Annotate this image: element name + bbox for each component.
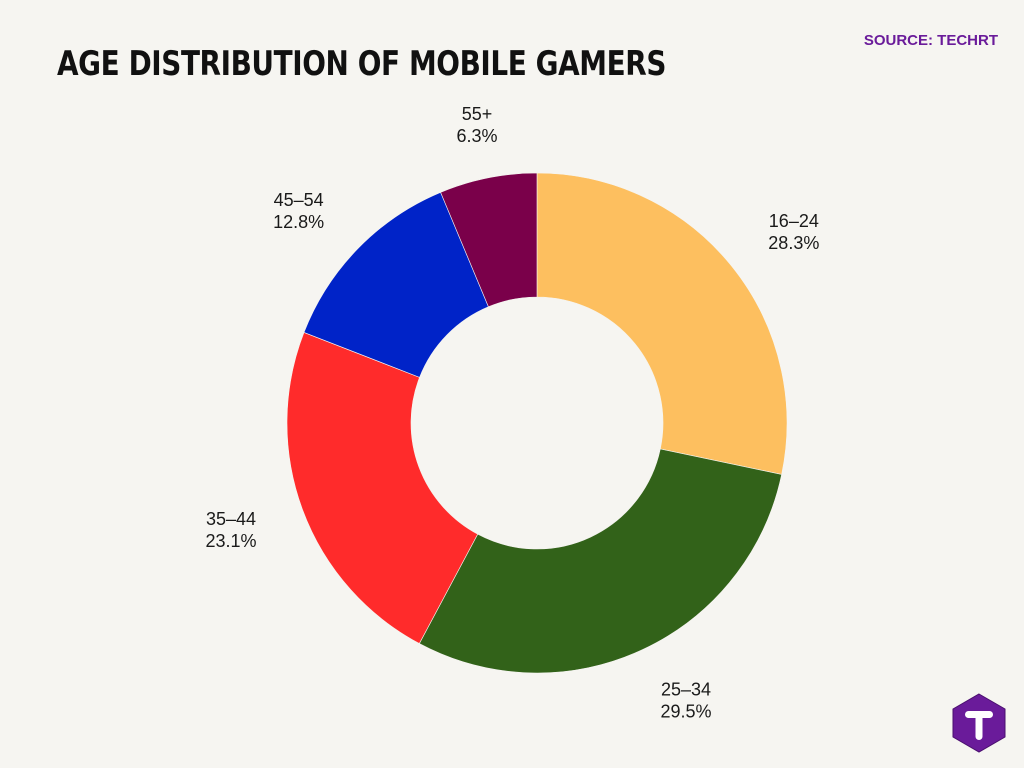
chart-labels: 16–24 28.3% 25–34 29.5% 35–44 23.1% 45–54 12.8%… [205, 104, 819, 721]
page-title: AGE DISTRIBUTION OF MOBILE GAMERS [57, 44, 667, 84]
techrt-logo-icon [952, 693, 1006, 753]
slice-value: 29.5% [660, 701, 711, 721]
slice-0 [536, 172, 788, 475]
slice-category: 25–34 [661, 679, 711, 699]
slice-label-0: 16–24 28.3% [768, 211, 819, 253]
slice-value: 12.8% [273, 212, 324, 232]
slice-value: 28.3% [768, 233, 819, 253]
slice-category: 55+ [462, 104, 493, 124]
slice-3 [303, 191, 489, 378]
slice-value: 6.3% [457, 126, 498, 146]
slice-label-2: 35–44 23.1% [205, 509, 256, 551]
slice-2 [286, 332, 479, 644]
slice-category: 16–24 [769, 211, 819, 231]
slice-value: 23.1% [205, 531, 256, 551]
slice-4 [440, 172, 538, 308]
slice-label-3: 45–54 12.8% [273, 190, 324, 232]
slice-label-4: 55+ 6.3% [457, 104, 498, 146]
chart-slices [286, 172, 788, 674]
slice-category: 35–44 [206, 509, 256, 529]
slice-1 [418, 448, 783, 674]
source-credit: SOURCE: TECHRT [863, 32, 998, 49]
slice-label-1: 25–34 29.5% [660, 679, 711, 721]
slice-category: 45–54 [274, 190, 324, 210]
